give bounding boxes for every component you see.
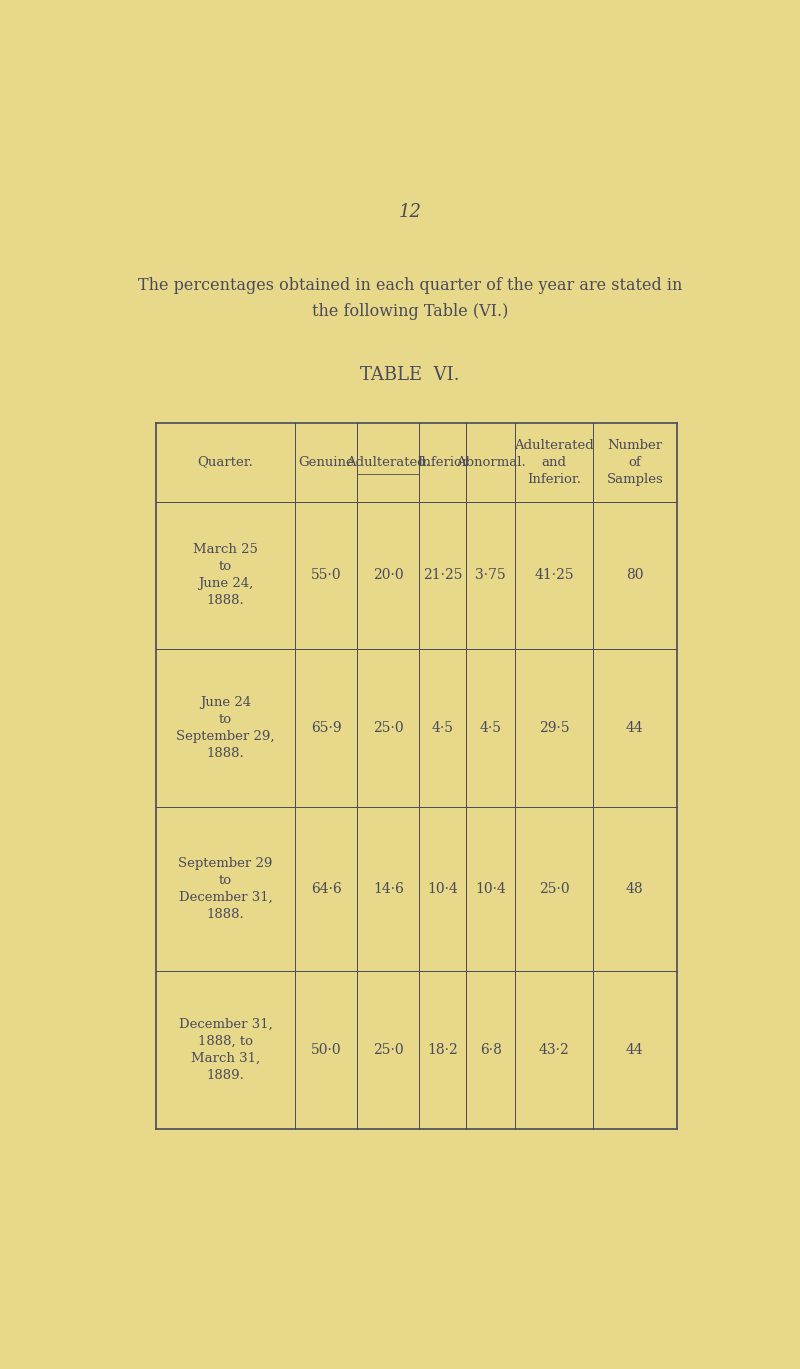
Text: 48: 48: [626, 882, 643, 895]
Text: 18·2: 18·2: [427, 1043, 458, 1057]
Text: 6·8: 6·8: [480, 1043, 502, 1057]
Text: 12: 12: [398, 203, 422, 220]
Text: 55·0: 55·0: [311, 568, 342, 582]
Text: December 31,
1888, to
March 31,
1889.: December 31, 1888, to March 31, 1889.: [178, 1017, 273, 1082]
Text: Adulterated
and
Inferior.: Adulterated and Inferior.: [514, 438, 594, 486]
Text: Genuine: Genuine: [298, 456, 354, 468]
Text: 25·0: 25·0: [373, 721, 404, 735]
Text: 21·25: 21·25: [422, 568, 462, 582]
Text: 14·6: 14·6: [373, 882, 404, 895]
Text: June 24
to
September 29,
1888.: June 24 to September 29, 1888.: [176, 697, 275, 760]
Text: 41·25: 41·25: [534, 568, 574, 582]
Text: 65·9: 65·9: [311, 721, 342, 735]
Text: 10·4: 10·4: [427, 882, 458, 895]
Text: Inferior: Inferior: [417, 456, 468, 468]
Text: 20·0: 20·0: [373, 568, 404, 582]
Text: The percentages obtained in each quarter of the year are stated in: The percentages obtained in each quarter…: [138, 277, 682, 294]
Text: Adulterated.: Adulterated.: [346, 456, 430, 468]
Text: 25·0: 25·0: [539, 882, 570, 895]
Text: 25·0: 25·0: [373, 1043, 404, 1057]
Text: Number
of
Samples: Number of Samples: [606, 438, 663, 486]
Text: the following Table (VI.): the following Table (VI.): [312, 304, 508, 320]
Text: 3·75: 3·75: [475, 568, 506, 582]
Text: TABLE  VI.: TABLE VI.: [360, 366, 460, 385]
Text: March 25
to
June 24,
1888.: March 25 to June 24, 1888.: [193, 543, 258, 608]
Text: 64·6: 64·6: [311, 882, 342, 895]
Text: Abnormal.: Abnormal.: [456, 456, 526, 468]
Text: Quarter.: Quarter.: [198, 456, 254, 468]
Text: 43·2: 43·2: [538, 1043, 570, 1057]
Text: September 29
to
December 31,
1888.: September 29 to December 31, 1888.: [178, 857, 273, 921]
Text: 80: 80: [626, 568, 643, 582]
Text: 44: 44: [626, 1043, 644, 1057]
Text: 4·5: 4·5: [431, 721, 454, 735]
Text: 50·0: 50·0: [311, 1043, 342, 1057]
Text: 29·5: 29·5: [539, 721, 570, 735]
Text: 10·4: 10·4: [475, 882, 506, 895]
Text: 44: 44: [626, 721, 644, 735]
Text: 4·5: 4·5: [480, 721, 502, 735]
